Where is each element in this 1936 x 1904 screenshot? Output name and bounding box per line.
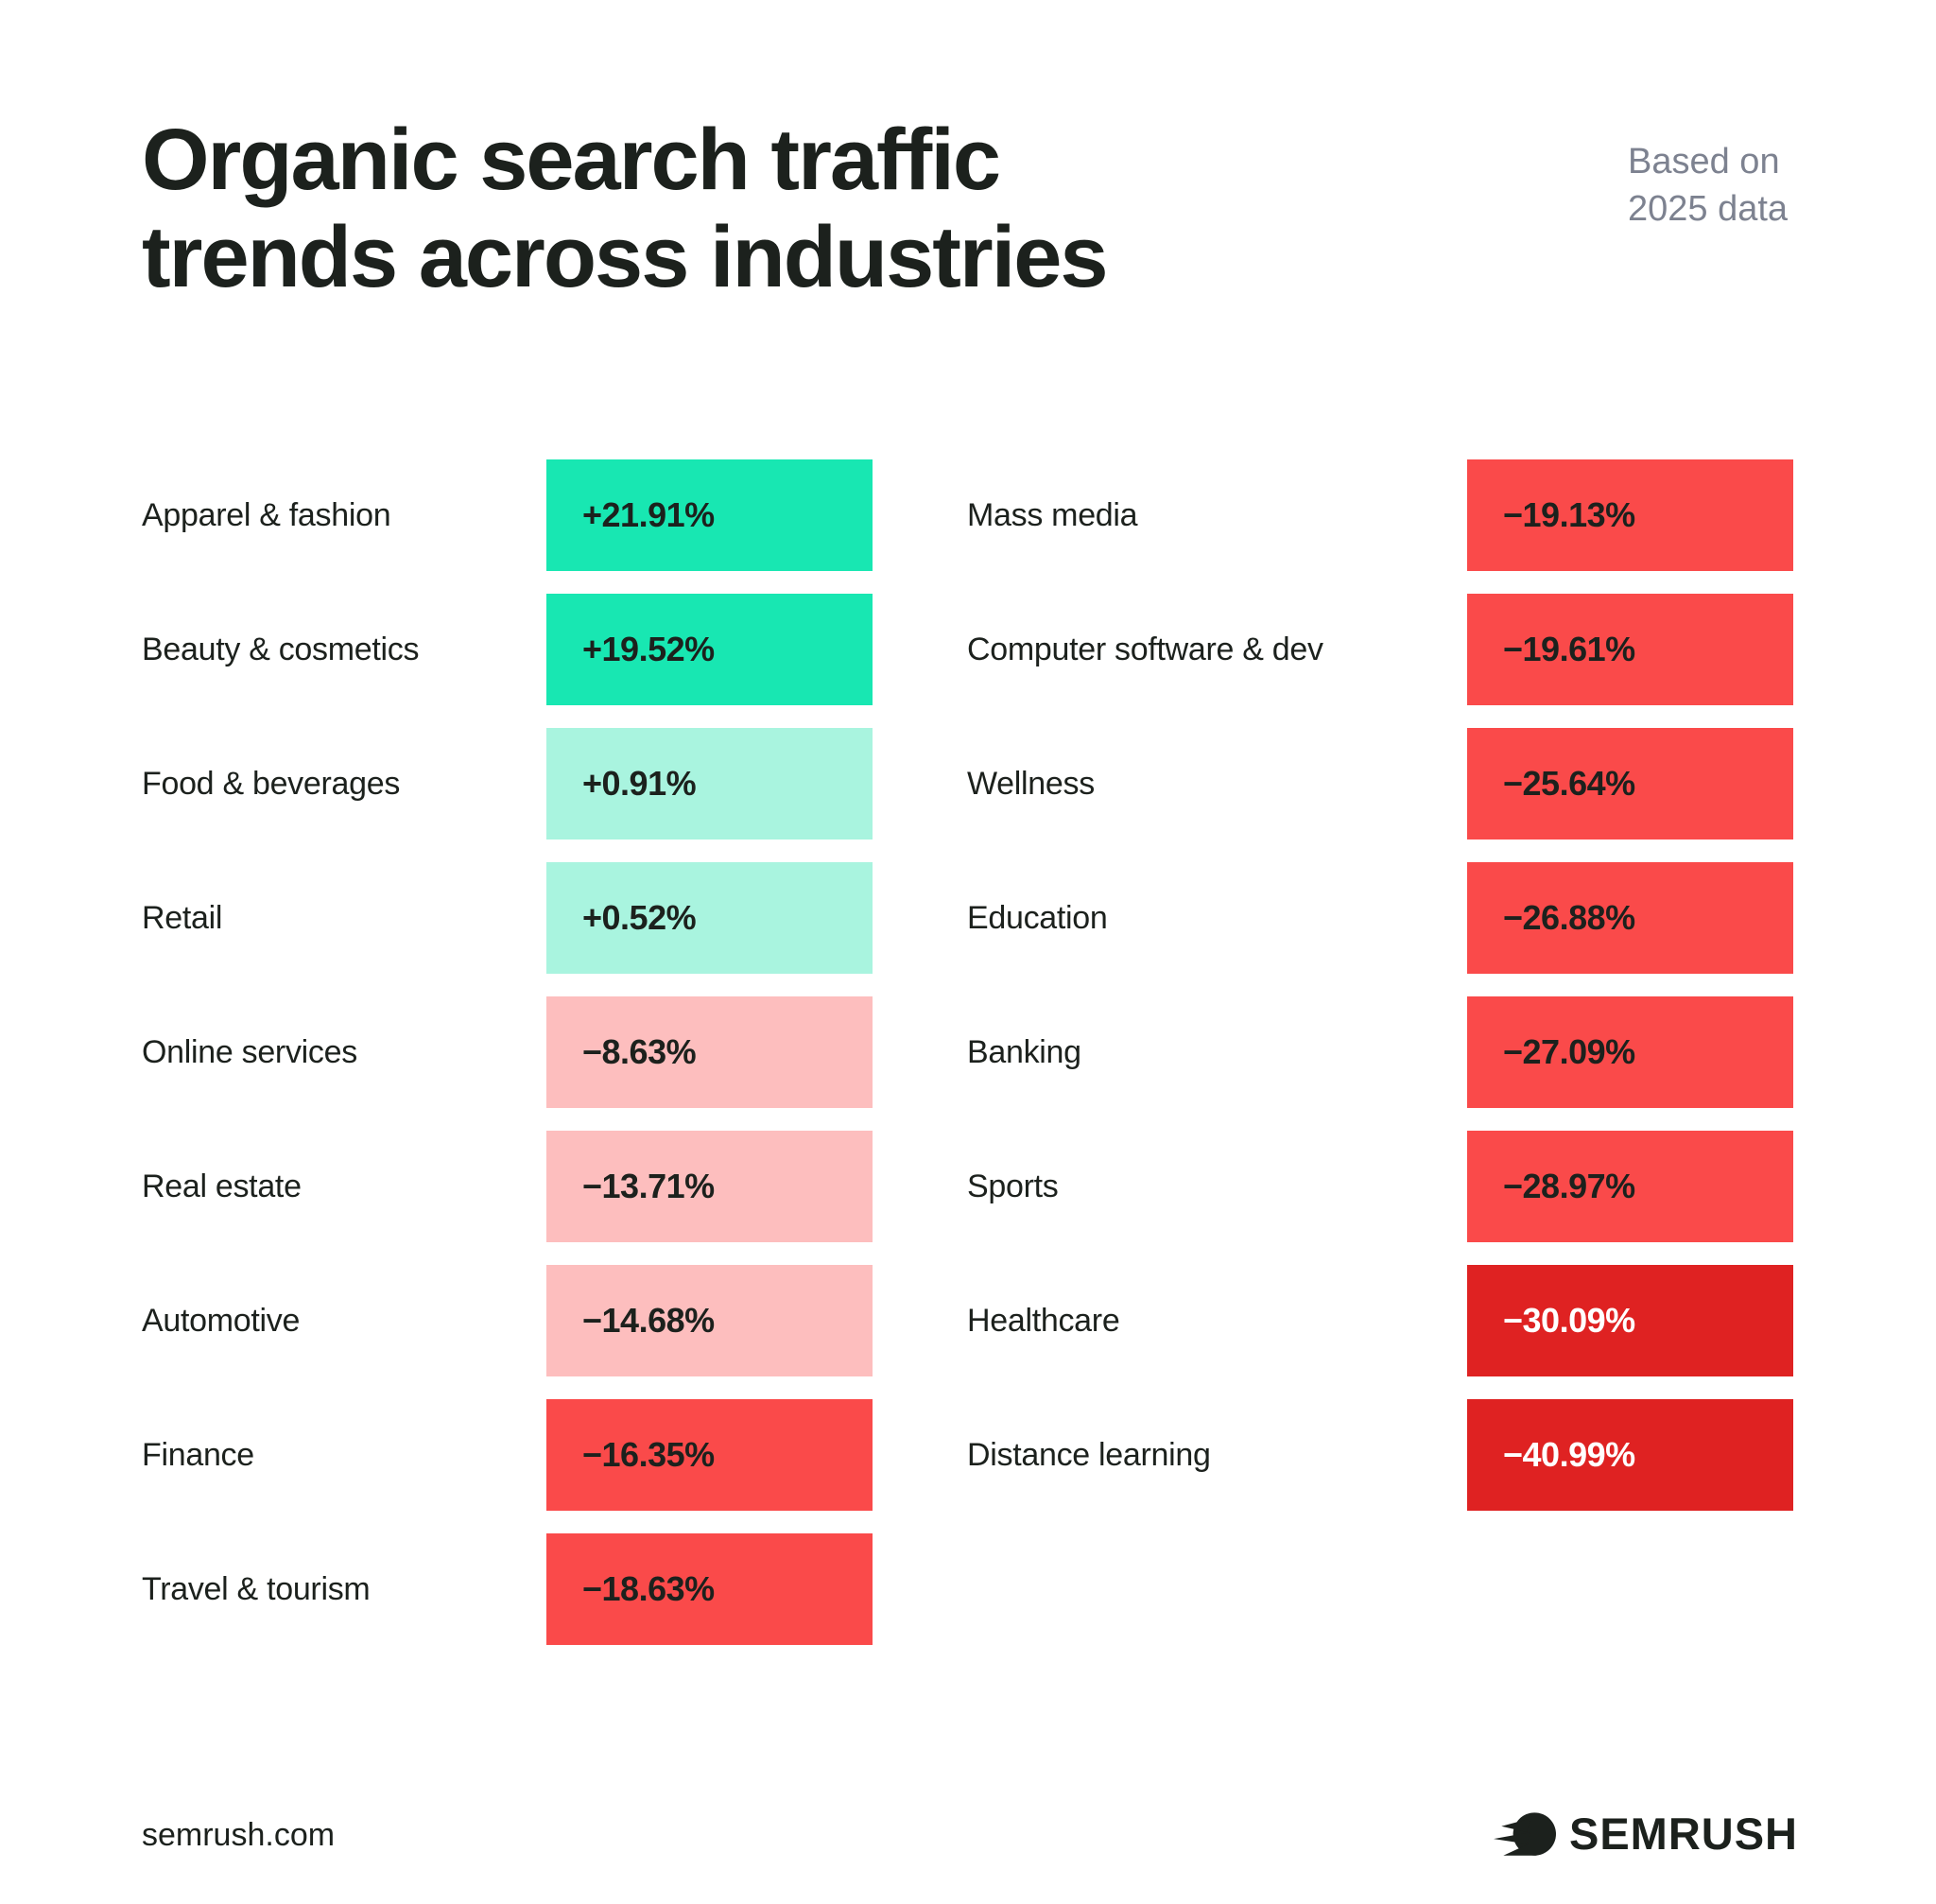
industry-label: Automotive xyxy=(142,1302,301,1339)
value-badge: +19.52% xyxy=(546,594,873,705)
value-badge: −28.97% xyxy=(1467,1131,1793,1242)
value-badge: −18.63% xyxy=(546,1533,873,1645)
industry-row: Food & beverages +0.91% xyxy=(142,728,873,839)
value-badge: +21.91% xyxy=(546,459,873,571)
industry-label: Distance learning xyxy=(967,1436,1211,1473)
industry-label: Food & beverages xyxy=(142,765,401,802)
value-badge: −19.13% xyxy=(1467,459,1793,571)
industry-label: Sports xyxy=(967,1168,1059,1204)
industry-row: Healthcare −30.09% xyxy=(967,1265,1793,1376)
industry-label: Online services xyxy=(142,1033,357,1070)
industry-label: Computer software & dev xyxy=(967,631,1323,667)
industry-row: Wellness −25.64% xyxy=(967,728,1793,839)
left-column: Apparel & fashion +21.91% Beauty & cosmeti… xyxy=(142,459,873,1645)
page-title: Organic search traffic trends across ind… xyxy=(142,112,1109,306)
industry-label: Education xyxy=(967,899,1108,936)
industry-row: Apparel & fashion +21.91% xyxy=(142,459,873,571)
value-badge: −27.09% xyxy=(1467,996,1793,1108)
industry-row: Beauty & cosmetics +19.52% xyxy=(142,594,873,705)
value-badge: +0.91% xyxy=(546,728,873,839)
industry-row: Sports −28.97% xyxy=(967,1131,1793,1242)
industry-row: Distance learning −40.99% xyxy=(967,1399,1793,1511)
industry-label: Apparel & fashion xyxy=(142,496,391,533)
industry-row: Banking −27.09% xyxy=(967,996,1793,1108)
brand-logo: SEMRUSH xyxy=(1493,1808,1798,1860)
comet-icon xyxy=(1493,1811,1556,1856)
title-line-2: trends across industries xyxy=(142,209,1109,306)
value-badge: +0.52% xyxy=(546,862,873,974)
industry-label: Travel & tourism xyxy=(142,1570,371,1607)
industry-label: Healthcare xyxy=(967,1302,1120,1339)
industry-row: Education −26.88% xyxy=(967,862,1793,974)
title-line-1: Organic search traffic xyxy=(142,112,1001,208)
value-badge: −8.63% xyxy=(546,996,873,1108)
industry-row: Automotive −14.68% xyxy=(142,1265,873,1376)
industry-row: Finance −16.35% xyxy=(142,1399,873,1511)
note-line-1: Based on xyxy=(1628,142,1780,182)
industry-label: Mass media xyxy=(967,496,1138,533)
value-badge: −19.61% xyxy=(1467,594,1793,705)
value-badge: −13.71% xyxy=(546,1131,873,1242)
value-badge: −40.99% xyxy=(1467,1399,1793,1511)
note-line-2: 2025 data xyxy=(1628,189,1789,230)
right-column: Mass media −19.13% Computer software & dev… xyxy=(967,459,1793,1511)
industry-label: Retail xyxy=(142,899,223,936)
brand-wordmark: SEMRUSH xyxy=(1568,1809,1798,1859)
industry-row: Travel & tourism −18.63% xyxy=(142,1533,873,1645)
industry-row: Real estate −13.71% xyxy=(142,1131,873,1242)
industry-row: Online services −8.63% xyxy=(142,996,873,1108)
data-source-note: Based on 2025 data xyxy=(1628,138,1788,233)
industry-row: Computer software & dev −19.61% xyxy=(967,594,1793,705)
value-badge: −30.09% xyxy=(1467,1265,1793,1376)
industry-row: Retail +0.52% xyxy=(142,862,873,974)
industry-label: Beauty & cosmetics xyxy=(142,631,420,667)
value-badge: −25.64% xyxy=(1467,728,1793,839)
value-badge: −14.68% xyxy=(546,1265,873,1376)
industry-label: Wellness xyxy=(967,765,1095,802)
industry-row: Mass media −19.13% xyxy=(967,459,1793,571)
value-badge: −16.35% xyxy=(546,1399,873,1511)
industry-label: Finance xyxy=(142,1436,254,1473)
site-url: semrush.com xyxy=(142,1817,336,1853)
value-badge: −26.88% xyxy=(1467,862,1793,974)
industry-label: Banking xyxy=(967,1033,1081,1070)
industry-label: Real estate xyxy=(142,1168,302,1204)
